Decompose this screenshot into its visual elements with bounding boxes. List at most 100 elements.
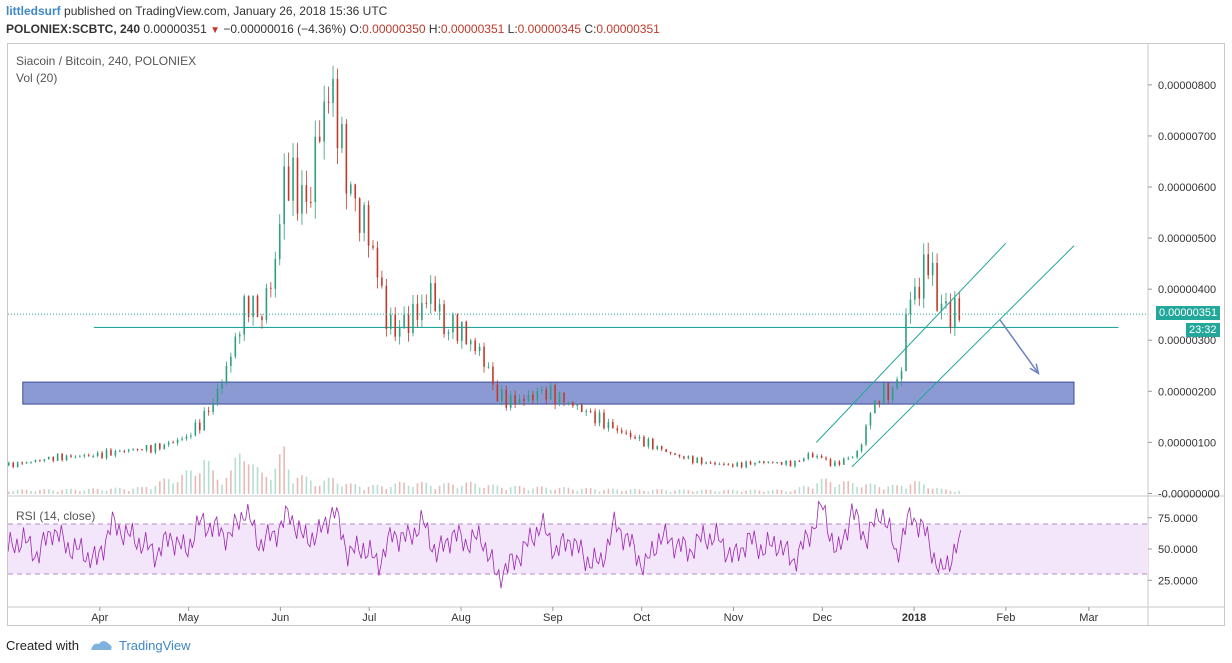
candle-body	[190, 435, 192, 437]
candle-body	[172, 442, 174, 444]
candle-body	[323, 101, 325, 142]
candle-body	[798, 460, 801, 462]
volume-bar	[354, 484, 357, 494]
volume-bar	[705, 489, 707, 494]
volume-bar	[243, 461, 246, 494]
volume-bar	[856, 487, 858, 494]
volume-bar	[620, 491, 623, 494]
candle-body	[483, 346, 485, 367]
candle-body	[727, 464, 730, 466]
candle-body	[896, 379, 898, 389]
chart-svg[interactable]: 0.00000800 0.00000700 0.00000600 0.00000500…	[8, 44, 1224, 625]
volume-bar	[612, 488, 614, 494]
candle-body	[558, 392, 561, 405]
volume-bar	[936, 487, 938, 494]
candle-body	[52, 456, 55, 461]
candle-body	[549, 385, 552, 400]
candle-body	[150, 445, 152, 453]
candle-body	[278, 224, 281, 260]
candle-body	[83, 455, 86, 457]
volume-bar	[616, 489, 619, 494]
candle-body	[785, 460, 787, 465]
candle-body	[922, 254, 925, 299]
volume-bar	[39, 489, 41, 494]
candle-body	[669, 451, 672, 454]
candle-body	[660, 446, 663, 450]
candle-body	[159, 443, 161, 449]
candle-body	[136, 449, 139, 451]
volume-bar	[585, 487, 588, 494]
candle-body	[514, 395, 516, 404]
candle-body	[527, 394, 530, 402]
time-tick-label: Nov	[724, 612, 744, 624]
volume-bar	[87, 488, 90, 494]
volume-bar	[301, 475, 303, 494]
candle-body	[247, 296, 250, 317]
candle-body	[945, 301, 947, 304]
volume-bar	[922, 484, 925, 494]
volume-bar	[363, 489, 365, 494]
volume-bar	[505, 490, 508, 494]
time-tick-label: Sep	[543, 612, 563, 624]
volume-bar	[56, 491, 59, 494]
tradingview-link[interactable]: TradingView	[119, 638, 191, 653]
time-tick-label: Apr	[91, 612, 108, 624]
volume-bar	[25, 489, 28, 494]
volume-bar	[478, 487, 481, 494]
candle-body	[119, 450, 121, 452]
volume-bar	[43, 489, 46, 494]
candle-body	[363, 205, 365, 233]
publisher-link[interactable]: littledsurf	[6, 4, 61, 18]
volume-bar	[807, 486, 810, 494]
candle-body	[589, 411, 592, 413]
price-tick-label: 0.00000600	[1158, 182, 1216, 194]
candle-body	[367, 205, 370, 246]
volume-bar	[74, 489, 77, 494]
candle-body	[563, 392, 565, 403]
candle-body	[25, 462, 28, 464]
candle-body	[652, 438, 654, 449]
candle-body	[580, 404, 583, 413]
ohlc-line: POLONIEX:SCBTC, 240 0.00000351 ▼ −0.0000…	[6, 22, 660, 36]
candle-body	[745, 461, 747, 468]
footer: Created with TradingView	[6, 638, 191, 653]
candle-body	[931, 262, 934, 276]
volume-bar	[927, 488, 930, 494]
candle-body	[238, 334, 241, 337]
time-tick-label: Dec	[813, 612, 833, 624]
candle-body	[163, 444, 166, 449]
tradingview-logo-icon	[90, 641, 112, 650]
candle-body	[434, 283, 436, 312]
volume-bar	[714, 491, 716, 494]
candle-body	[718, 463, 721, 465]
volume-bar	[843, 481, 845, 494]
projection-arrow-shaft	[999, 319, 1040, 374]
volume-bar	[336, 483, 339, 494]
volume-bar	[469, 481, 472, 494]
volume-bar	[145, 487, 148, 494]
chart-area[interactable]: 0.00000800 0.00000700 0.00000600 0.00000500…	[7, 43, 1225, 626]
volume-bar	[327, 477, 330, 494]
candle-body	[834, 461, 836, 466]
time-tick-label: Feb	[996, 612, 1015, 624]
candle-body	[700, 457, 703, 464]
candle-body	[256, 295, 259, 317]
volume-bar	[296, 477, 299, 494]
volume-bar	[256, 467, 259, 494]
candle-body	[820, 455, 823, 458]
candle-body	[61, 453, 63, 461]
volume-bar	[79, 491, 81, 494]
volume-bar	[780, 490, 783, 494]
volume-bar	[501, 487, 503, 494]
candle-body	[70, 455, 72, 457]
volume-bar	[127, 490, 130, 494]
volume-bar	[882, 489, 885, 494]
candle-body	[105, 449, 108, 459]
candle-body	[532, 394, 534, 401]
volume-bar	[829, 481, 832, 494]
volume-bar	[643, 490, 645, 494]
candle-body	[709, 462, 712, 464]
volume-bar	[816, 483, 818, 494]
candle-body	[918, 286, 921, 299]
candle-body	[216, 388, 219, 403]
